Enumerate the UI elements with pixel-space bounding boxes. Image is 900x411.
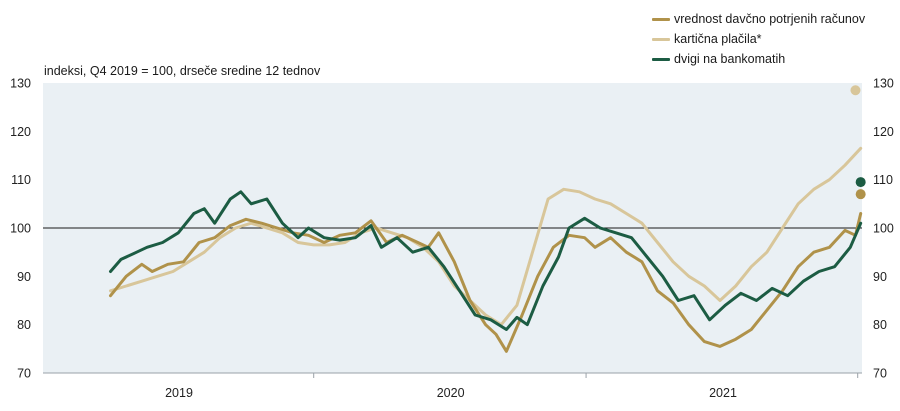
y-tick-label-left-2: 90	[17, 270, 31, 284]
legend-swatch-0	[652, 17, 670, 21]
legend-swatch-2	[652, 57, 670, 61]
series-layer	[109, 146, 863, 353]
legend-label-1: kartična plačila*	[674, 32, 762, 46]
y-tick-label-right-5: 120	[873, 125, 894, 139]
x-tick-label-0: 2019	[165, 386, 193, 400]
y-tick-label-right-1: 80	[873, 318, 887, 332]
y-tick-label-right-4: 110	[873, 173, 893, 187]
y-tick-label-right-2: 90	[873, 270, 887, 284]
legend-item-1: kartična plačila*	[652, 29, 865, 49]
series-marker-2	[855, 177, 866, 188]
y-tick-label-right-0: 70	[873, 367, 887, 381]
legend: vrednost davčno potrjenih računov kartič…	[652, 9, 865, 69]
y-tick-label-left-5: 120	[10, 125, 31, 139]
y-axis-right: 70 80 90 100 110 120 130	[873, 77, 894, 381]
series-marker-0	[855, 189, 866, 200]
series-line-1	[109, 146, 863, 327]
y-tick-label-left-3: 100	[10, 222, 31, 236]
y-tick-label-left-0: 70	[17, 367, 31, 381]
x-tick-label-2: 2021	[709, 386, 737, 400]
marker-layer	[850, 85, 866, 200]
x-axis: 2019 2020 2021	[165, 373, 859, 400]
chart-subtitle: indeksi, Q4 2019 = 100, drseče sredine 1…	[44, 64, 321, 78]
legend-label-0: vrednost davčno potrjenih računov	[674, 12, 866, 26]
series-line-0	[109, 212, 863, 353]
legend-label-2: dvigi na bankomatih	[674, 52, 786, 66]
legend-swatch-1	[652, 37, 670, 41]
x-tick-label-1: 2020	[437, 386, 465, 400]
series-line-2	[109, 190, 863, 331]
legend-item-2: dvigi na bankomatih	[652, 49, 865, 69]
y-tick-label-right-3: 100	[873, 222, 894, 236]
series-marker-1	[850, 85, 861, 96]
y-tick-label-right-6: 130	[873, 77, 894, 91]
y-tick-label-left-1: 80	[17, 318, 31, 332]
y-tick-label-left-6: 130	[10, 77, 31, 91]
y-tick-label-left-4: 110	[11, 173, 31, 187]
y-axis-left: 70 80 90 100 110 120 130	[10, 77, 31, 381]
legend-item-0: vrednost davčno potrjenih računov	[652, 9, 865, 29]
